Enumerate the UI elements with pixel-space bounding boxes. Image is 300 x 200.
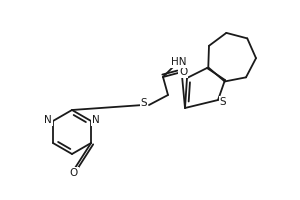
Text: S: S — [220, 97, 226, 107]
Text: O: O — [70, 168, 78, 178]
Text: S: S — [141, 98, 147, 108]
Text: N: N — [44, 115, 52, 125]
Text: O: O — [179, 67, 187, 77]
Text: HN: HN — [171, 57, 187, 67]
Text: N: N — [92, 115, 100, 125]
